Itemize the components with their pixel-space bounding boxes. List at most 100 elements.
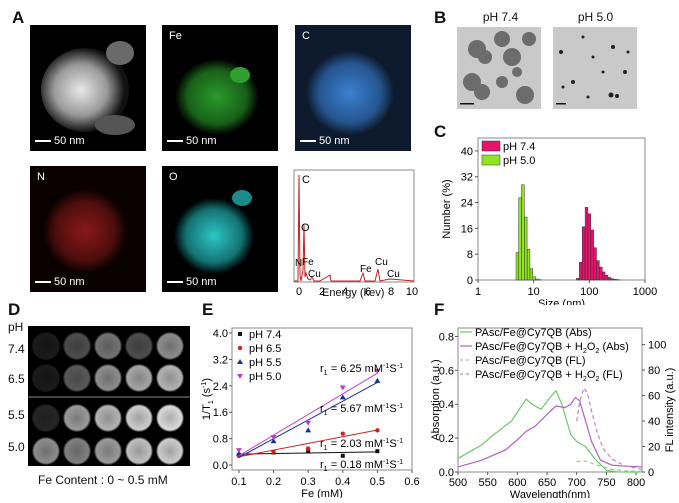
c-map-image: C 50 nm (295, 25, 411, 151)
svg-text:r1 = 0.18 mM-1S-1: r1 = 0.18 mM-1S-1 (320, 458, 403, 473)
svg-text:750: 750 (597, 477, 615, 489)
haadf-image: 50 nm (30, 25, 146, 151)
svg-text:24: 24 (461, 198, 473, 210)
svg-text:40: 40 (648, 416, 660, 428)
svg-text:16: 16 (461, 223, 473, 235)
svg-text:0.6: 0.6 (404, 476, 419, 488)
fe-content-caption: Fe Content : 0 ~ 0.5 mM (38, 473, 168, 487)
svg-text:20: 20 (648, 442, 660, 454)
peak-o: O (301, 222, 310, 234)
c-distribution-graphic (295, 25, 411, 151)
svg-text:PAsc/Fe@Cy7QB (Abs): PAsc/Fe@Cy7QB (Abs) (475, 327, 592, 339)
dispersed-particles-graphic (553, 27, 637, 109)
scale-bar: 50 nm (300, 135, 350, 147)
svg-text:3.2: 3.2 (213, 354, 228, 366)
svg-text:10: 10 (406, 286, 418, 298)
svg-text:32: 32 (461, 172, 473, 184)
o-map-image: O 50 nm (162, 166, 278, 292)
peak-cu-k: Cu (375, 257, 388, 268)
svg-text:Fe (mM): Fe (mM) (301, 488, 343, 498)
svg-text:PAsc/Fe@Cy7QB + H2O2 (FL): PAsc/Fe@Cy7QB + H2O2 (FL) (475, 369, 623, 383)
svg-text:0.4: 0.4 (335, 476, 350, 488)
svg-text:r1 = 6.25 mM-1S-1: r1 = 6.25 mM-1S-1 (320, 362, 403, 377)
svg-text:r1 = 5.67 mM-1S-1: r1 = 5.67 mM-1S-1 (320, 402, 403, 417)
svg-text:80: 80 (648, 365, 660, 377)
svg-text:0.1: 0.1 (231, 476, 246, 488)
svg-text:800: 800 (627, 477, 645, 489)
svg-text:60: 60 (648, 391, 660, 403)
svg-text:2.4: 2.4 (213, 381, 228, 393)
tem-title-ph74: pH 7.4 (458, 10, 543, 24)
svg-text:4.0: 4.0 (213, 328, 228, 340)
svg-text:pH 5.0: pH 5.0 (503, 155, 535, 167)
svg-text:0.3: 0.3 (301, 476, 316, 488)
scale-bar: 50 nm (167, 135, 217, 147)
svg-text:700: 700 (568, 477, 586, 489)
svg-text:Wavelength(nm): Wavelength(nm) (510, 489, 590, 498)
svg-text:r1 = 2.03 mM-1S-1: r1 = 2.03 mM-1S-1 (320, 437, 403, 452)
svg-text:550: 550 (478, 477, 496, 489)
svg-text:Size (nm): Size (nm) (538, 298, 585, 305)
svg-text:8: 8 (388, 286, 394, 298)
element-label: Fe (169, 30, 182, 42)
svg-text:Absorption (a.u.): Absorption (a.u.) (430, 359, 442, 440)
svg-text:600: 600 (508, 477, 526, 489)
peak-cu-kb: Cu (387, 269, 400, 280)
svg-text:pH 7.4: pH 7.4 (503, 141, 535, 153)
svg-text:500: 500 (449, 477, 467, 489)
svg-text:0.5: 0.5 (370, 476, 385, 488)
svg-text:0.8: 0.8 (213, 434, 228, 446)
svg-text:Number (%): Number (%) (441, 179, 453, 238)
relaxivity-chart: 0.0 0.8 1.6 2.4 3.2 4.0 0.1 0.2 0.3 0.4 0.5 0.6 pH 7… (200, 310, 430, 498)
svg-text:pH 5.0: pH 5.0 (249, 371, 281, 383)
svg-text:100: 100 (580, 286, 598, 298)
ph-row-label: 7.4 (8, 342, 25, 356)
svg-text:0: 0 (467, 275, 473, 287)
svg-text:100: 100 (648, 340, 666, 352)
svg-text:1: 1 (475, 286, 481, 298)
fe-map-image: Fe 50 nm (162, 25, 278, 151)
ph-row-label: 6.5 (8, 372, 25, 386)
svg-text:0.0: 0.0 (213, 460, 228, 472)
peak-fe: Fe (302, 257, 314, 268)
panel-label-d: D (8, 300, 20, 320)
svg-text:650: 650 (538, 477, 556, 489)
n-distribution-graphic (30, 166, 146, 292)
scale-bar: 50 nm (167, 276, 217, 288)
panel-label-a: A (12, 8, 24, 28)
svg-text:0: 0 (296, 286, 302, 298)
svg-text:0.8: 0.8 (439, 331, 454, 343)
scale-bar: 50 nm (35, 276, 85, 288)
svg-text:FL intensity (a.u.): FL intensity (a.u.) (664, 368, 676, 453)
mri-phantoms (28, 326, 190, 466)
ph-header: pH (8, 320, 23, 334)
mri-phantom-grid (28, 326, 190, 466)
aggregates-graphic (457, 27, 541, 109)
svg-text:0.2: 0.2 (266, 476, 281, 488)
scale-bar: 50 nm (35, 135, 85, 147)
peak-fe-k: Fe (360, 264, 372, 275)
element-label: O (169, 171, 178, 183)
panel-label-b: B (434, 8, 446, 28)
svg-text:pH 7.4: pH 7.4 (249, 329, 281, 341)
relaxivity-plot: 0.0 0.8 1.6 2.4 3.2 4.0 0.1 0.2 0.3 0.4 0.5 0.6 pH 7… (200, 310, 430, 498)
eds-x-label: Energy (kev) (322, 287, 384, 299)
element-label: N (37, 171, 45, 183)
o-distribution-graphic (162, 166, 278, 292)
ph-row-label: 5.0 (8, 440, 25, 454)
tem-image-ph50 (553, 27, 637, 109)
ph-row-label: 5.5 (8, 408, 25, 422)
peak-cu: Cu (308, 269, 321, 280)
svg-text:40: 40 (461, 146, 473, 158)
svg-text:1000: 1000 (633, 286, 657, 298)
svg-text:PAsc/Fe@Cy7QB + H2O2 (Abs): PAsc/Fe@Cy7QB + H2O2 (Abs) (475, 341, 629, 355)
svg-text:1.6: 1.6 (213, 407, 228, 419)
svg-text:pH 5.5: pH 5.5 (249, 357, 281, 369)
svg-text:10: 10 (528, 286, 540, 298)
